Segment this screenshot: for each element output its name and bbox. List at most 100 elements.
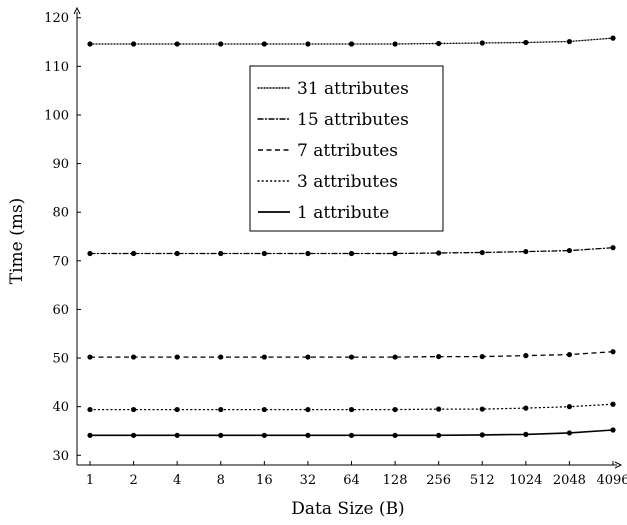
x-tick-label: 16 <box>256 473 273 488</box>
data-point <box>523 39 529 46</box>
series-layer <box>87 35 616 438</box>
data-point <box>261 41 267 47</box>
y-tick-label: 90 <box>52 157 69 172</box>
data-point <box>566 247 573 254</box>
data-point <box>392 432 398 438</box>
data-point <box>305 406 311 413</box>
x-tick-label: 64 <box>343 473 360 488</box>
y-tick-label: 40 <box>52 400 69 415</box>
y-tick-label: 120 <box>44 11 69 26</box>
data-point <box>130 432 137 438</box>
x-tick-label: 4 <box>173 473 181 488</box>
data-point <box>87 41 93 47</box>
x-tick-label: 256 <box>426 473 451 488</box>
series-1-attribute <box>87 427 616 438</box>
y-axis-arrow <box>73 6 81 15</box>
legend-label: 3 attributes <box>297 172 398 192</box>
data-point <box>479 432 485 438</box>
data-point <box>305 250 311 257</box>
x-tick-label: 2 <box>129 473 137 488</box>
data-point <box>87 354 93 360</box>
y-tick-label: 60 <box>52 303 69 318</box>
data-point <box>348 250 355 257</box>
data-point <box>305 41 311 47</box>
data-point <box>523 248 529 255</box>
legend-label: 7 attributes <box>297 141 398 161</box>
data-point <box>130 250 137 257</box>
data-point <box>610 401 616 407</box>
data-point <box>566 38 573 45</box>
data-point <box>174 432 180 438</box>
data-point <box>392 406 398 413</box>
y-tick-label: 100 <box>44 108 69 123</box>
data-point <box>566 430 573 436</box>
data-point <box>566 352 573 358</box>
data-point <box>348 432 355 438</box>
data-point <box>610 349 616 355</box>
data-point <box>523 353 529 359</box>
x-tick-label: 1 <box>86 473 94 488</box>
legend-label: 31 attributes <box>297 79 409 99</box>
data-point <box>174 406 180 413</box>
data-point <box>87 432 93 438</box>
y-tick-label: 50 <box>52 352 69 367</box>
data-point <box>218 41 224 47</box>
data-point <box>436 250 442 256</box>
data-point <box>392 250 398 257</box>
data-point <box>87 250 93 257</box>
data-point <box>218 432 224 438</box>
legend: 31 attributes 15 attributes 7 attributes 3 … <box>249 65 444 232</box>
x-tick-label: 128 <box>383 473 408 488</box>
data-point <box>479 40 485 46</box>
data-point <box>436 432 442 438</box>
x-axis-title: Data Size (B) <box>291 499 404 519</box>
data-point <box>610 427 616 433</box>
data-point <box>218 354 224 360</box>
data-point <box>610 35 616 41</box>
data-point <box>305 354 311 360</box>
y-tick-label: 110 <box>44 60 69 75</box>
x-tick-label: 512 <box>470 473 495 488</box>
data-point <box>610 245 616 251</box>
data-point <box>392 41 398 47</box>
data-point <box>130 41 137 47</box>
legend-box <box>249 65 444 232</box>
y-axis-title: Time (ms) <box>7 198 27 284</box>
x-tick-label: 8 <box>217 473 225 488</box>
data-point <box>261 354 267 360</box>
data-point <box>174 354 180 360</box>
y-tick-label: 70 <box>52 254 69 269</box>
tick-labels: 30 40 50 60 70 80 90 100 110 120 1 2 4 8 16 32 64 128 256 5… <box>44 11 627 488</box>
legend-label: 15 attributes <box>297 110 409 130</box>
data-point <box>523 405 529 411</box>
x-tick-label: 1024 <box>509 473 542 488</box>
data-point <box>261 406 267 413</box>
data-point <box>218 250 224 257</box>
data-point <box>348 406 355 413</box>
data-point <box>348 354 355 360</box>
data-point <box>566 404 573 410</box>
series-3-attributes <box>87 401 616 413</box>
data-point <box>436 40 442 47</box>
x-axis-arrow <box>614 461 623 469</box>
series-15-attributes <box>87 245 616 257</box>
x-tick-label: 2048 <box>553 473 586 488</box>
data-point <box>348 41 355 47</box>
legend-label: 1 attribute <box>297 203 389 223</box>
data-point <box>174 41 180 47</box>
data-point <box>479 353 485 360</box>
series-31-attributes <box>87 35 616 47</box>
data-point <box>261 250 267 257</box>
data-point <box>479 406 485 412</box>
data-point <box>87 406 93 413</box>
data-point <box>174 250 180 257</box>
data-point <box>436 353 442 360</box>
data-point <box>523 431 529 437</box>
data-point <box>479 249 485 256</box>
x-tick-label: 4096 <box>596 473 627 488</box>
x-tick-label: 32 <box>300 473 317 488</box>
series-7-attributes <box>87 349 616 360</box>
data-point <box>436 406 442 412</box>
data-point <box>305 432 311 438</box>
